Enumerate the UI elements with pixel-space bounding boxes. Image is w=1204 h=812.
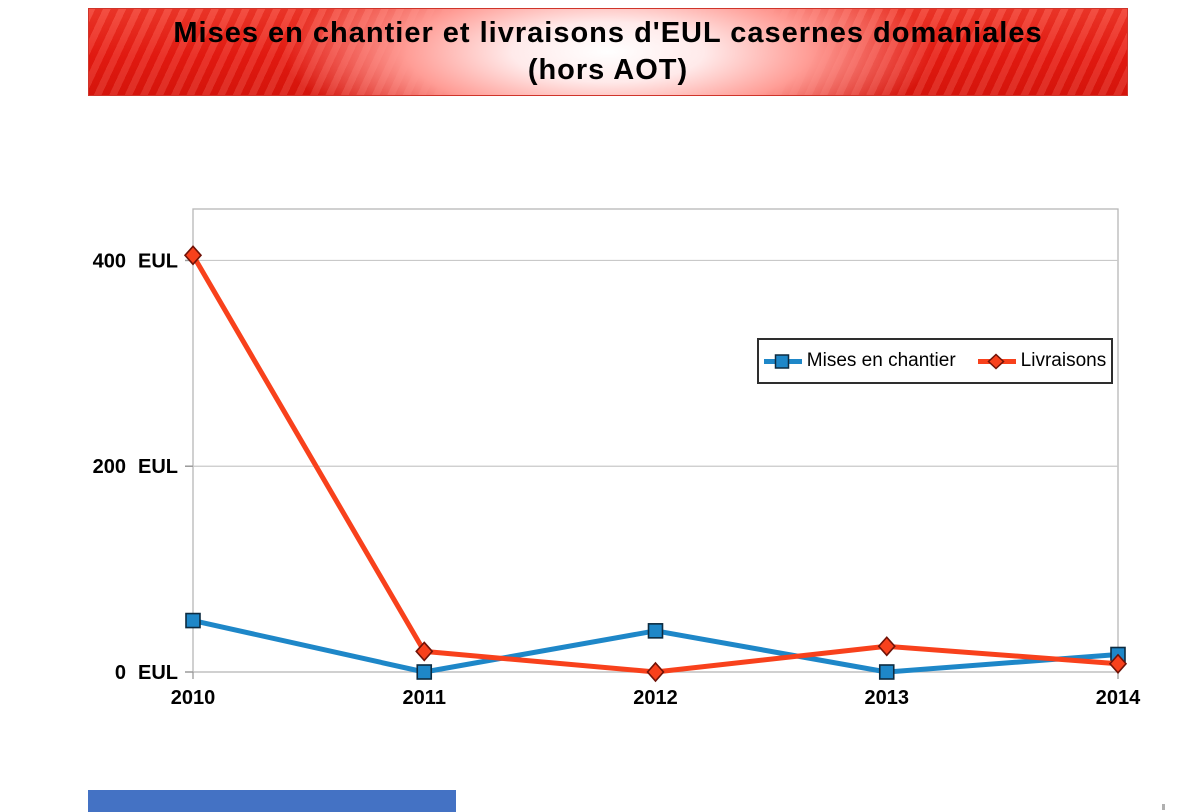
data-point-diamond xyxy=(877,636,896,657)
x-tick-label: 2010 xyxy=(171,687,216,709)
y-tick-label: 0 xyxy=(115,662,126,684)
y-tick-label: 400 xyxy=(93,250,126,272)
title-banner: Mises en chantier et livraisons d'EUL ca… xyxy=(88,8,1128,96)
legend-label-livraisons: Livraisons xyxy=(1020,350,1107,371)
chart-title-line1: Mises en chantier et livraisons d'EUL ca… xyxy=(173,17,1043,49)
data-point-square xyxy=(185,612,201,629)
x-tick-label: 2012 xyxy=(633,687,678,709)
data-point-diamond xyxy=(415,641,434,662)
legend-item-livraisons: Livraisons xyxy=(977,350,1107,372)
legend-item-mises-en-chantier: Mises en chantier xyxy=(763,350,956,372)
data-point-square xyxy=(878,664,895,680)
x-tick-label: 2013 xyxy=(865,687,910,709)
legend-diamond-marker-icon xyxy=(977,352,1016,370)
plot-area xyxy=(192,208,1119,673)
y-axis-unit-label: EUL xyxy=(138,250,178,272)
y-axis-unit-label: EUL xyxy=(138,662,178,684)
chart-title-line2: (hors AOT) xyxy=(527,54,689,86)
data-point-diamond xyxy=(646,661,665,683)
footer-bar xyxy=(88,790,456,812)
data-point-square xyxy=(416,664,433,680)
data-point-diamond xyxy=(183,245,203,266)
data-point-square xyxy=(647,623,664,639)
y-axis-unit-label: EUL xyxy=(138,456,178,478)
y-tick-label: 200 xyxy=(93,456,126,478)
x-tick-label: 2014 xyxy=(1096,687,1141,709)
page-number-mark xyxy=(1162,804,1165,810)
x-tick-label: 2011 xyxy=(403,687,446,709)
legend-square-marker-icon xyxy=(763,353,802,369)
legend-label-mises-en-chantier: Mises en chantier xyxy=(806,350,956,371)
legend: Mises en chantier Livraisons xyxy=(757,338,1113,384)
data-point-diamond xyxy=(1108,653,1128,674)
